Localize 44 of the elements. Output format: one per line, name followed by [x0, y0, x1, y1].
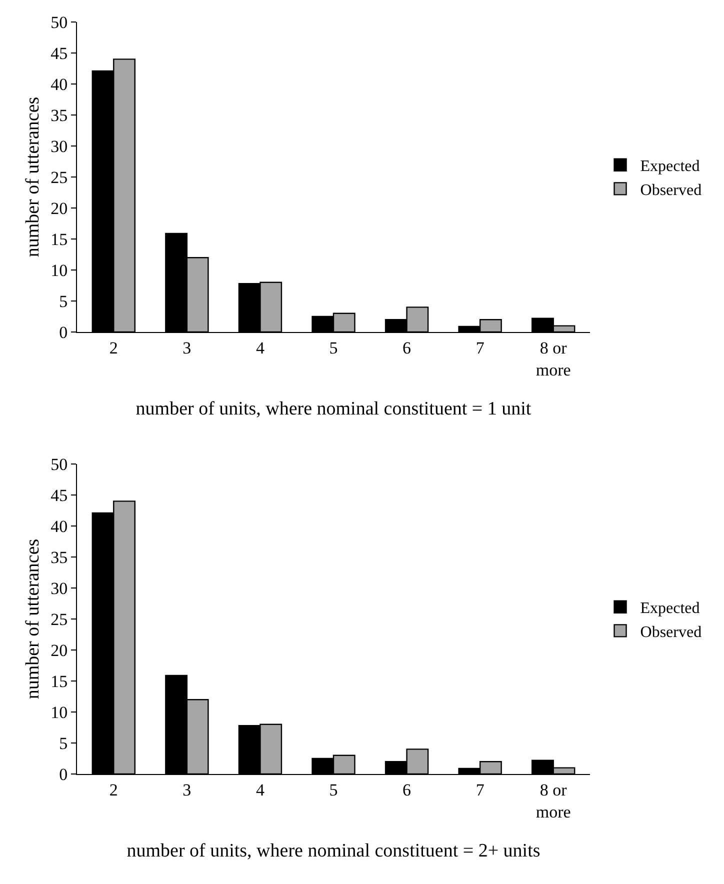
- legend-label: Expected: [640, 600, 700, 618]
- y-tick-label: 10: [50, 702, 68, 722]
- y-tick-label: 50: [50, 12, 68, 32]
- y-tick-label: 15: [50, 672, 68, 691]
- y-tick-label: 50: [50, 454, 68, 474]
- x-axis-title: number of units, where nominal constituent = 1 unit: [136, 398, 532, 420]
- x-tick-label: 6: [402, 338, 412, 358]
- x-tick-label: 2: [109, 338, 118, 358]
- y-tick-label: 20: [50, 640, 68, 660]
- y-tick-label: 35: [50, 106, 68, 125]
- legend-label: Observed: [640, 624, 702, 641]
- x-tick-label: 7: [476, 338, 485, 358]
- x-tick-label: 5: [329, 338, 338, 358]
- x-tick-label: 4: [256, 338, 265, 358]
- y-tick-label: 40: [50, 74, 68, 94]
- x-tick-label: 3: [182, 338, 192, 358]
- y-axis-title: number of utterances: [22, 96, 44, 258]
- x-tick-label: 4: [256, 780, 265, 800]
- x-tick-label: 2: [109, 780, 118, 800]
- x-tick-label: 7: [476, 780, 485, 800]
- y-tick-label: 35: [50, 548, 68, 567]
- y-tick-label: 10: [50, 260, 68, 280]
- y-axis-title: number of utterances: [22, 538, 44, 700]
- y-tick-label: 5: [59, 292, 68, 311]
- x-axis-title: number of units, where nominal constituent = 2+ units: [126, 840, 540, 862]
- y-tick-label: 30: [50, 578, 68, 598]
- y-tick-label: 45: [50, 44, 68, 63]
- y-tick-label: 0: [59, 764, 68, 784]
- y-tick-label: 25: [50, 168, 68, 187]
- y-tick-label: 0: [59, 322, 68, 342]
- y-tick-label: 20: [50, 198, 68, 218]
- x-tick-label: 8 or more: [536, 338, 571, 380]
- x-tick-label: 8 or more: [536, 780, 571, 822]
- legend-label: Expected: [640, 158, 700, 176]
- x-tick-label: 6: [402, 780, 412, 800]
- legend-label: Observed: [640, 182, 702, 199]
- y-tick-label: 40: [50, 516, 68, 536]
- y-tick-label: 15: [50, 230, 68, 249]
- y-tick-label: 5: [59, 734, 68, 753]
- y-tick-label: 25: [50, 610, 68, 629]
- x-tick-label: 3: [182, 780, 192, 800]
- x-tick-label: 5: [329, 780, 338, 800]
- y-tick-label: 30: [50, 136, 68, 156]
- y-tick-label: 45: [50, 486, 68, 505]
